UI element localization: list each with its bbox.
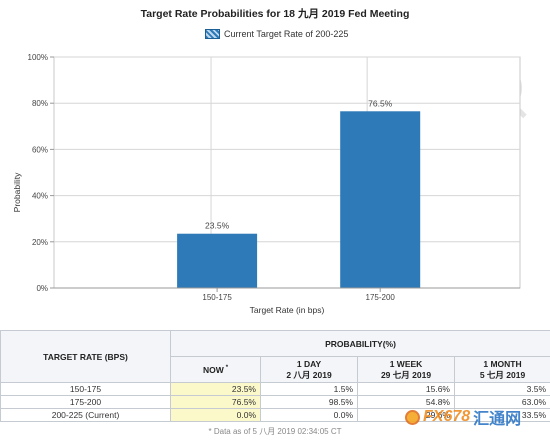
target-rate-header: TARGET RATE (BPS): [0, 330, 171, 383]
bar-chart: 0% 20% 40% 60% 80% 100% 23.5% 150-175 76.5% 175-2…: [12, 53, 521, 315]
cell-1day: 1.5%: [260, 382, 358, 396]
bar: [340, 111, 421, 288]
col-now-header: NOW *: [170, 356, 261, 383]
y-tick-label: 80%: [32, 99, 48, 108]
y-tick-label: 60%: [32, 145, 48, 154]
col-1month-header: 1 MONTH 5 七月 2019: [453, 356, 550, 383]
y-tick-label: 40%: [32, 192, 48, 201]
row-rate: 175-200: [0, 395, 171, 409]
chart-legend[interactable]: Current Target Rate of 200-225: [205, 29, 348, 39]
col-1day-header: 1 DAY 2 八月 2019: [260, 356, 358, 383]
cell-1day: 98.5%: [260, 395, 358, 409]
col-1month-date: 5 七月 2019: [479, 369, 526, 380]
col-1week-title: 1 WEEK: [389, 358, 423, 369]
watermark-logo: FX678 汇通网: [405, 405, 521, 429]
col-1day-title: 1 DAY: [296, 358, 322, 369]
cell-now: 23.5%: [170, 382, 261, 396]
bar-data-label: 76.5%: [368, 98, 393, 108]
legend-swatch: [205, 29, 220, 39]
brand-logo-icon: [405, 409, 420, 425]
brand-cn: 汇通网: [473, 411, 522, 428]
data-footnote: * Data as of 5 八月 2019 02:34:05 CT: [208, 427, 342, 436]
cell-1month: 3.5%: [453, 382, 550, 396]
table-row: 150-175 23.5% 1.5% 15.6% 3.5%: [0, 382, 550, 396]
col-1month-title: 1 MONTH: [483, 358, 522, 369]
x-tick-label: 150-175: [202, 293, 232, 302]
y-tick-label: 20%: [32, 238, 48, 247]
col-1week-date: 29 七月 2019: [380, 369, 432, 380]
col-1day-date: 2 八月 2019: [286, 369, 332, 380]
row-rate: 200-225 (Current): [0, 408, 171, 422]
brand-en: FX678: [423, 408, 471, 425]
bar-data-label: 23.5%: [205, 221, 230, 231]
row-rate: 150-175: [0, 382, 171, 396]
col-1week-header: 1 WEEK 29 七月 2019: [357, 356, 455, 383]
probability-header: PROBABILITY(%): [169, 330, 550, 357]
plot-area: [53, 56, 521, 289]
legend-label: Current Target Rate of 200-225: [224, 29, 349, 39]
cell-1day: 0.0%: [260, 408, 358, 422]
cell-1week: 15.6%: [357, 382, 455, 396]
col-now-marker: *: [225, 364, 229, 371]
bar: [177, 233, 258, 288]
cell-now: 0.0%: [170, 408, 261, 422]
col-now-title: NOW: [202, 364, 224, 375]
y-tick-label: 0%: [36, 284, 48, 293]
table-row: 175-200 76.5% 98.5% 54.8% 63.0%: [0, 395, 550, 409]
y-tick-label: 100%: [28, 53, 48, 62]
cell-now: 76.5%: [170, 395, 261, 409]
chart-title: Target Rate Probabilities for 18 九月 2019…: [140, 8, 410, 20]
y-axis-title: Probability: [12, 172, 22, 212]
x-axis-title: Target Rate (in bps): [250, 305, 325, 315]
x-tick-label: 175-200: [366, 293, 396, 302]
